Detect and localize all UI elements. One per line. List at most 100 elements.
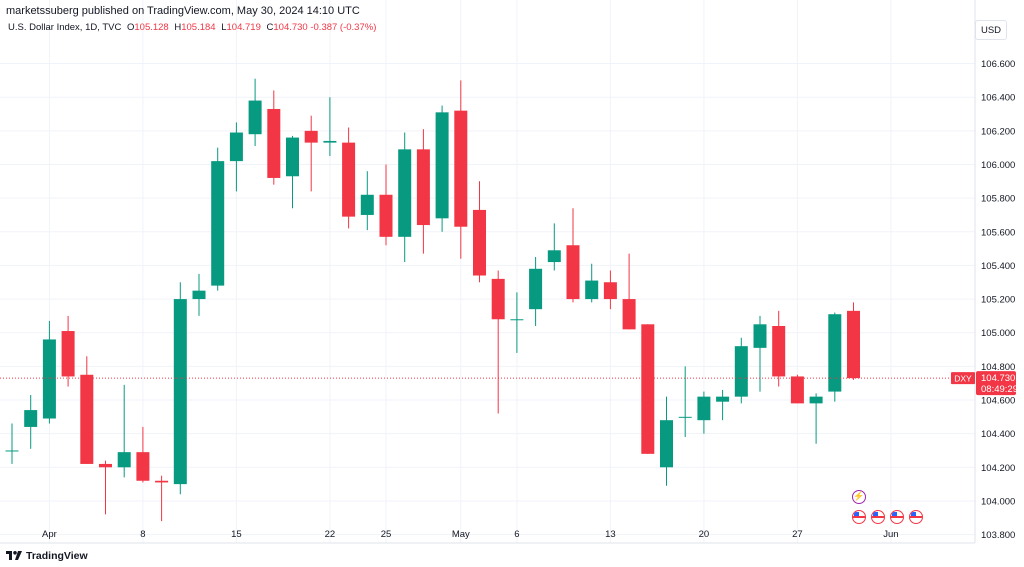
candle-body — [510, 319, 524, 321]
candle[interactable] — [622, 253, 636, 330]
candle[interactable] — [790, 374, 804, 404]
candle-body — [379, 194, 393, 237]
candle[interactable] — [435, 105, 449, 232]
candle[interactable] — [603, 270, 617, 310]
low-label: L — [221, 22, 227, 33]
us-flag-icon[interactable] — [871, 510, 885, 524]
candle-body — [622, 299, 636, 330]
candle[interactable] — [360, 171, 374, 231]
us-flag-icon[interactable] — [890, 510, 904, 524]
candle[interactable] — [678, 366, 692, 438]
candle[interactable] — [641, 324, 655, 454]
price-tick-label: 103.800 — [981, 530, 1015, 541]
candle[interactable] — [828, 312, 842, 402]
tradingview-logo[interactable]: TradingView — [6, 550, 88, 562]
candle-body — [304, 130, 318, 143]
candle[interactable] — [529, 257, 543, 326]
candle[interactable] — [211, 147, 225, 291]
candle[interactable] — [510, 292, 524, 353]
candle[interactable] — [491, 270, 505, 414]
candle-body — [248, 100, 262, 135]
candle[interactable] — [248, 78, 262, 146]
candle[interactable] — [847, 302, 860, 380]
candle-body — [267, 108, 281, 178]
candle[interactable] — [136, 426, 150, 483]
price-tick-label: 106.200 — [981, 126, 1015, 137]
candle[interactable] — [547, 223, 561, 271]
candle[interactable] — [304, 115, 318, 192]
price-tick-label: 105.400 — [981, 261, 1015, 272]
candle-body — [342, 142, 356, 217]
candle[interactable] — [416, 129, 430, 254]
candle[interactable] — [173, 282, 187, 495]
symbol-legend: U.S. Dollar Index, 1D, TVC O105.128 H105… — [8, 22, 376, 33]
time-tick-label: 13 — [605, 529, 616, 540]
time-tick-label: 22 — [325, 529, 336, 540]
candle[interactable] — [566, 208, 580, 303]
time-tick-label: 25 — [381, 529, 392, 540]
candle[interactable] — [192, 273, 206, 316]
us-flag-icon[interactable] — [909, 510, 923, 524]
candle[interactable] — [117, 384, 131, 478]
candle[interactable] — [454, 80, 468, 259]
candle-body — [828, 314, 842, 392]
last-price-label: 104.730 — [981, 373, 1015, 384]
candle-body — [155, 480, 169, 483]
candle-body — [753, 324, 767, 348]
price-tick-label: 104.000 — [981, 496, 1015, 507]
time-axis: Apr 8 15 22 25 May 6 13 20 27 Jun — [42, 529, 899, 540]
candle-body — [5, 450, 19, 452]
candle[interactable] — [660, 396, 673, 486]
candle[interactable] — [80, 356, 94, 464]
candle[interactable] — [267, 90, 281, 185]
candle[interactable] — [398, 132, 412, 263]
candle-body — [847, 310, 860, 379]
candle-body — [229, 132, 243, 162]
bolt-icon[interactable]: ⚡ — [852, 490, 866, 504]
candle[interactable] — [473, 181, 486, 283]
candle-body — [660, 420, 673, 468]
candle[interactable] — [61, 315, 75, 387]
candle[interactable] — [323, 97, 337, 157]
candle-body — [809, 396, 823, 404]
candle[interactable] — [42, 320, 56, 424]
time-tick-label: May — [452, 529, 470, 540]
candle[interactable] — [286, 135, 299, 209]
candle[interactable] — [753, 315, 767, 392]
candle-body — [80, 374, 94, 464]
price-tick-label: 106.000 — [981, 160, 1015, 171]
candle-body — [454, 110, 468, 227]
symbol-name: U.S. Dollar Index, 1D, TVC — [8, 22, 122, 33]
candle[interactable] — [716, 389, 730, 421]
candle[interactable] — [379, 164, 393, 246]
candle-body — [192, 290, 206, 300]
price-tick-label: 106.600 — [981, 59, 1015, 70]
candle[interactable] — [5, 423, 19, 464]
candle[interactable] — [342, 127, 356, 229]
candle[interactable] — [229, 122, 243, 192]
candle-body — [99, 463, 112, 468]
chart-grid — [0, 0, 975, 543]
time-tick-label: 20 — [699, 529, 710, 540]
candle-body — [641, 324, 655, 454]
candle[interactable] — [99, 460, 112, 515]
candle[interactable] — [585, 263, 599, 303]
candle[interactable] — [734, 337, 748, 404]
time-tick-label: 8 — [140, 529, 145, 540]
candle-body — [173, 299, 187, 485]
candle[interactable] — [809, 393, 823, 444]
open-label: O — [126, 22, 135, 33]
candle[interactable] — [155, 475, 169, 522]
tradingview-logo-icon — [6, 551, 22, 560]
candle[interactable] — [697, 391, 711, 434]
candle-body — [603, 282, 617, 300]
currency-button[interactable]: USD — [975, 20, 1007, 40]
price-tick-label: 106.400 — [981, 93, 1015, 104]
candle-body — [211, 161, 225, 286]
candle[interactable] — [772, 310, 786, 387]
candle-body — [323, 140, 337, 143]
us-flag-icon[interactable] — [852, 510, 866, 524]
candle[interactable] — [24, 394, 38, 449]
